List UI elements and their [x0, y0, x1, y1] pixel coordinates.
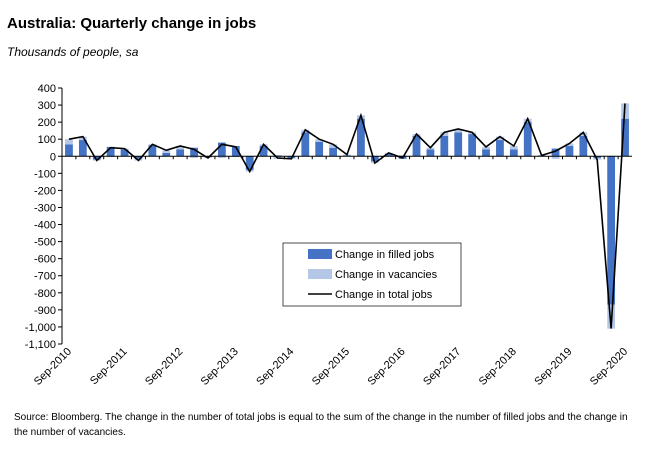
- x-tick-label: Sep-2014: [254, 346, 296, 388]
- bar: [106, 146, 115, 157]
- y-tick-label: -200: [34, 185, 56, 197]
- x-tick-label: Sep-2015: [310, 346, 352, 388]
- y-tick-label: -800: [34, 288, 56, 300]
- legend-swatch: [308, 249, 332, 259]
- y-tick-label: 400: [38, 83, 56, 95]
- bar: [440, 132, 449, 136]
- note: the number of vacancies.: [14, 427, 126, 438]
- bar: [565, 146, 574, 157]
- bar: [565, 143, 574, 147]
- bar: [454, 128, 463, 133]
- bar: [245, 156, 254, 170]
- y-tick-label: 300: [38, 100, 56, 112]
- note: Source: Bloomberg. The change in the num…: [14, 412, 628, 423]
- bar: [496, 140, 504, 157]
- chart-subtitle: Thousands of people, sa: [7, 45, 139, 59]
- x-tick-label: Sep-2012: [143, 346, 185, 388]
- bar: [78, 136, 87, 141]
- bar: [593, 156, 602, 158]
- bar: [217, 156, 226, 158]
- bar: [315, 139, 324, 142]
- bar: [301, 132, 310, 157]
- bar: [315, 141, 324, 157]
- bar: [523, 122, 532, 157]
- bar: [551, 156, 560, 159]
- bar: [607, 156, 616, 305]
- legend-label: Change in total jobs: [335, 289, 433, 301]
- bar: [496, 136, 504, 141]
- y-tick-label: -300: [34, 202, 56, 214]
- bar: [482, 149, 490, 157]
- y-tick-label: -100: [34, 168, 56, 180]
- bar: [120, 149, 129, 157]
- x-tick-label: Sep-2017: [421, 346, 463, 388]
- bar: [440, 135, 449, 157]
- x-tick-label: Sep-2019: [532, 346, 574, 388]
- bar: [579, 135, 588, 157]
- line: [68, 103, 626, 329]
- x-tick-label: Sep-2016: [366, 346, 408, 388]
- bar: [217, 142, 226, 157]
- y-tick-label: 100: [38, 134, 56, 146]
- chart-title: Australia: Quarterly change in jobs: [7, 15, 256, 32]
- bar: [454, 132, 463, 157]
- bar: [162, 152, 171, 157]
- y-tick-label: -900: [34, 305, 56, 317]
- x-tick-label: Sep-2010: [32, 346, 74, 388]
- bar: [412, 135, 421, 157]
- bar: [148, 145, 157, 157]
- bar: [65, 144, 73, 157]
- bar: [468, 134, 477, 157]
- bar: [482, 146, 490, 150]
- bar: [259, 146, 268, 157]
- bar: [621, 118, 629, 157]
- y-tick-label: -400: [34, 220, 56, 232]
- bar: [329, 147, 337, 157]
- bar: [190, 156, 198, 158]
- bar: [162, 150, 171, 153]
- y-tick-label: -1,000: [25, 322, 56, 334]
- bar: [92, 156, 101, 160]
- x-tick-label: Sep-2018: [477, 346, 519, 388]
- bar: [551, 148, 560, 157]
- bar: [509, 149, 518, 157]
- y-tick-label: 200: [38, 117, 56, 129]
- legend-swatch: [308, 269, 332, 279]
- bar: [231, 146, 240, 157]
- bar: [65, 139, 73, 145]
- bar: [190, 147, 198, 157]
- bar: [78, 140, 87, 157]
- bar: [134, 156, 143, 159]
- y-tick-label: -600: [34, 254, 56, 266]
- y-tick-label: -500: [34, 237, 56, 249]
- y-tick-label: -700: [34, 271, 56, 283]
- x-tick-label: Sep-2013: [199, 346, 241, 388]
- bar: [426, 149, 435, 157]
- bar: [176, 149, 185, 157]
- bar: [509, 146, 518, 150]
- bar: [357, 118, 365, 157]
- y-tick-label: 0: [50, 151, 56, 163]
- bar: [370, 156, 379, 162]
- x-tick-label: Sep-2011: [88, 346, 130, 388]
- x-tick-label: Sep-2020: [588, 346, 630, 388]
- bar: [329, 144, 337, 148]
- bar: [176, 146, 185, 150]
- legend-label: Change in filled jobs: [335, 249, 435, 261]
- y-tick-label: -1,100: [25, 339, 56, 351]
- legend-label: Change in vacancies: [335, 269, 438, 281]
- bar: [384, 153, 393, 157]
